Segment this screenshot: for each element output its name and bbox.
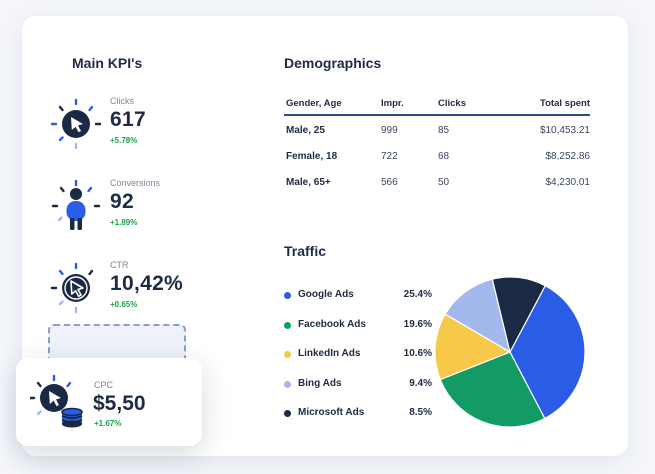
legend-item: Google Ads 25.4% [284,289,432,319]
table-cell: 68 [438,151,450,162]
legend-pct: 8.5% [409,407,432,418]
legend-name: Facebook Ads [298,318,366,330]
demographics-title: Demographics [284,55,382,71]
table-header: Gender, Age Impr. Clicks Total spent [284,96,590,116]
table-cell: Female, 18 [286,151,338,162]
legend-item: LinkedIn Ads 10.6% [284,348,432,378]
table-cell: Male, 25 [286,125,325,136]
kpi-change: +1.67% [94,419,122,428]
kpi-value: 92 [110,190,134,213]
table-row: Female, 18 722 68 $8,252.86 [284,144,590,170]
table-cell: 50 [438,177,450,188]
kpi-value: 617 [110,108,146,131]
kpi-conversions: Conversions 92 +1.89% [0,178,200,250]
legend-dot [284,380,291,388]
legend-item: Bing Ads 9.4% [284,378,432,408]
pie-slice-facebook-ads [439,351,546,428]
kpi-label: Conversions [110,178,161,188]
legend-pct: 9.4% [409,377,432,389]
kpi-label: Clicks [110,96,134,106]
table-cell: 722 [381,151,398,162]
table-cell: $10,453.21 [539,125,590,136]
table-cell: $8,252.86 [545,151,591,162]
kpi-cpc-card[interactable]: CPC $5,50 +1.67% [16,358,202,446]
table-cell: $4,230.01 [545,177,591,188]
legend-name: Bing Ads [298,377,342,389]
cursor-click-icon [50,98,102,150]
kpi-value: 10,42% [110,272,184,295]
table-cell: 85 [438,125,450,136]
pie-slice-microsoft-ads [491,276,547,354]
cursor-coins-icon [28,374,88,432]
legend-name: LinkedIn Ads [298,348,361,359]
legend-dot [284,321,291,329]
kpi-label: CPC [94,380,114,390]
kpi-section-title: Main KPI's [72,55,143,71]
legend-pct: 19.6% [403,318,432,330]
traffic-title: Traffic [284,243,327,259]
table-cell: 999 [381,125,398,136]
legend-pct: 10.6% [403,348,432,359]
traffic-pie-chart [434,276,586,428]
column-header: Impr. [381,98,404,109]
kpi-change: +1.89% [110,218,138,227]
pie-slice-bing-ads [444,278,511,354]
kpi-change: +0.65% [110,300,138,309]
pie-slice-google-ads [509,284,586,420]
column-header: Total spent [540,98,590,109]
kpi-label: CTR [110,260,129,270]
legend-dot [284,351,291,358]
legend-item: Microsoft Ads 8.5% [284,407,432,437]
table-row: Male, 65+ 566 50 $4,230.01 [284,170,590,196]
kpi-ctr: CTR 10,42% +0.65% [0,260,200,332]
traffic-legend: Google Ads 25.4% Facebook Ads 19.6% Link… [284,289,432,437]
kpi-change: +5.78% [110,136,138,145]
person-icon [50,179,102,232]
legend-dot [284,292,291,299]
legend-name: Google Ads [298,289,354,300]
legend-name: Microsoft Ads [298,407,365,418]
legend-item: Facebook Ads 19.6% [284,319,432,349]
demographics-table: Gender, Age Impr. Clicks Total spent Mal… [284,96,590,196]
legend-dot [284,410,291,417]
legend-pct: 25.4% [403,289,432,300]
table-cell: 566 [381,177,398,188]
kpi-value: $5,50 [93,392,146,415]
pie-slice-linkedin-ads [434,313,512,381]
table-cell: Male, 65+ [286,177,331,188]
column-header: Gender, Age [286,98,342,109]
table-row: Male, 25 999 85 $10,453.21 [284,118,590,144]
kpi-clicks: Clicks 617 +5.78% [0,96,200,168]
column-header: Clicks [438,98,466,109]
cursor-ratio-icon [50,262,102,314]
